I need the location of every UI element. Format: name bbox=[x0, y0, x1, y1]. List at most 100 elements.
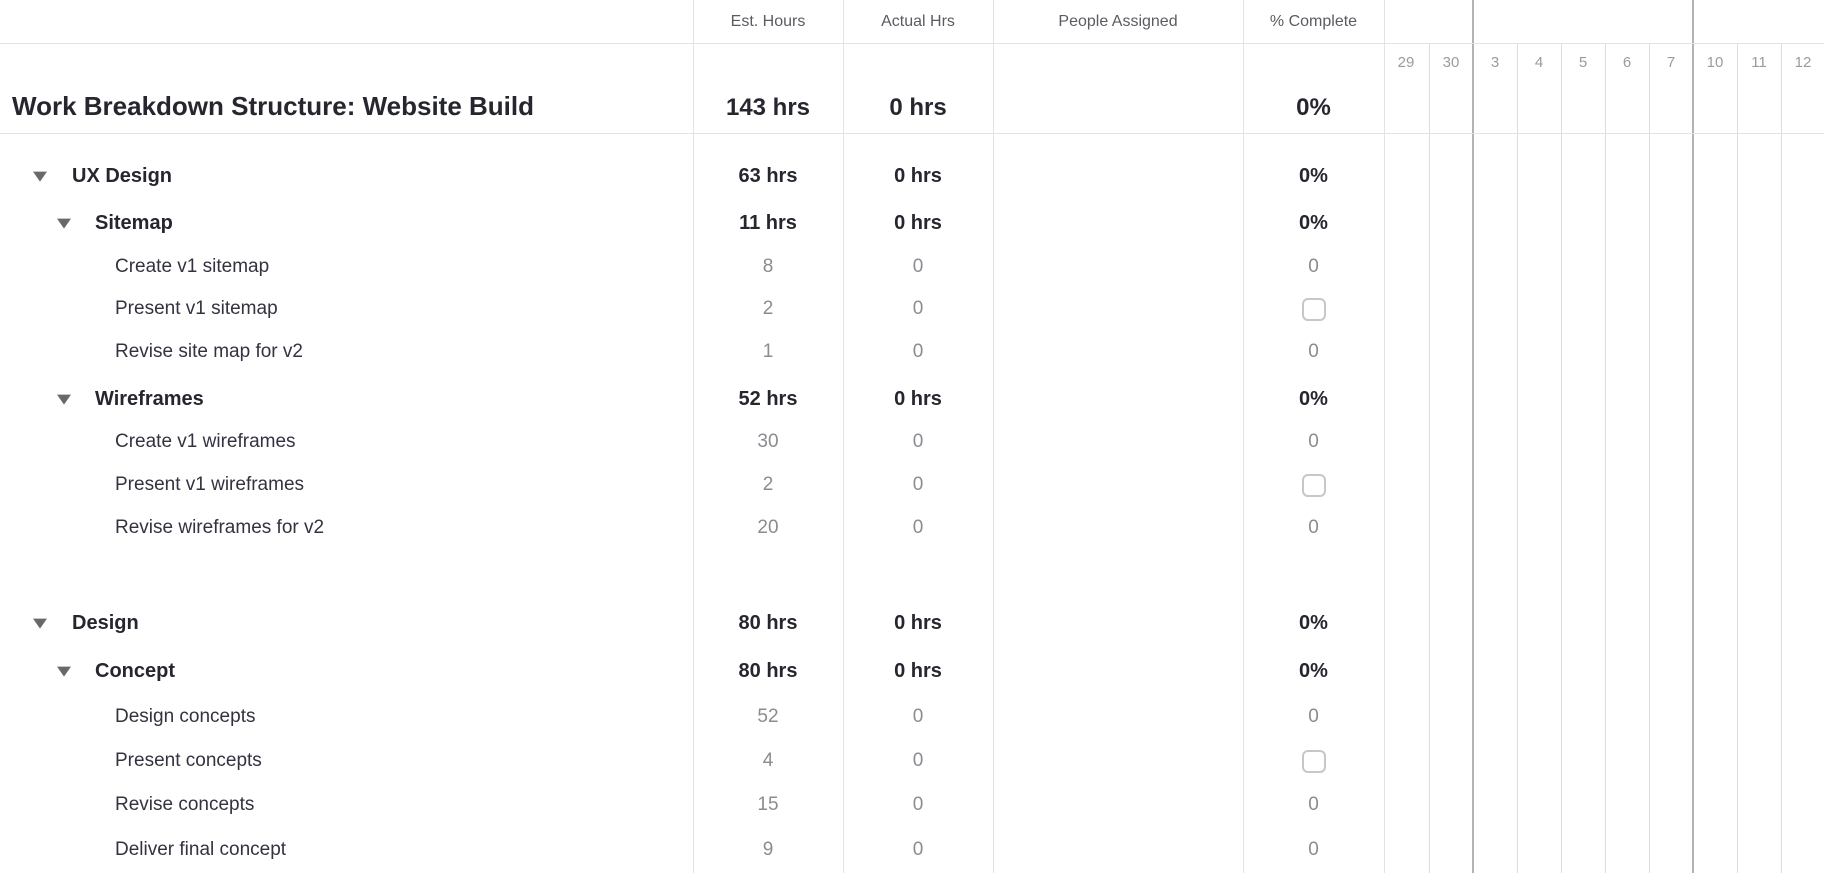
task-name: Concept bbox=[95, 659, 175, 682]
people-assigned-cell[interactable] bbox=[993, 201, 1243, 245]
actual-hrs-cell[interactable]: 0 bbox=[912, 517, 924, 538]
actual-hrs-cell[interactable]: 0 hrs bbox=[894, 164, 942, 187]
pct-complete-cell[interactable]: 0 bbox=[1308, 838, 1319, 860]
pct-complete-cell[interactable]: 0 bbox=[1308, 794, 1319, 815]
actual-hrs-cell[interactable]: 0 bbox=[912, 794, 924, 815]
actual-hrs-cell[interactable]: 0 bbox=[912, 341, 924, 362]
column-header-est-hours[interactable]: Est. Hours bbox=[730, 12, 806, 30]
actual-hrs-cell[interactable]: 0 hrs bbox=[894, 611, 942, 634]
pct-complete-cell[interactable]: 0% bbox=[1299, 211, 1328, 234]
people-assigned-cell[interactable] bbox=[993, 695, 1243, 739]
pct-complete-cell[interactable]: 0 bbox=[1308, 256, 1319, 277]
pct-complete-cell[interactable]: 0 bbox=[1308, 517, 1319, 538]
collapse-triangle-icon[interactable] bbox=[33, 171, 47, 182]
actual-hrs-cell[interactable]: 0 bbox=[912, 838, 924, 860]
est-hours-cell[interactable]: 4 bbox=[762, 750, 774, 771]
task-name-cell[interactable]: Revise concepts bbox=[0, 783, 693, 827]
pct-complete-cell[interactable] bbox=[1243, 287, 1384, 331]
est-hours-cell[interactable]: 20 bbox=[757, 517, 779, 538]
collapse-triangle-icon[interactable] bbox=[57, 394, 71, 405]
task-name-cell[interactable]: Deliver final concept bbox=[0, 826, 693, 873]
est-hours-cell[interactable]: 15 bbox=[757, 794, 779, 815]
people-assigned-cell[interactable] bbox=[993, 783, 1243, 827]
task-name-cell[interactable]: Create v1 sitemap bbox=[0, 245, 693, 289]
column-header-people-assigned[interactable]: People Assigned bbox=[1058, 12, 1178, 30]
task-name-cell[interactable]: Revise site map for v2 bbox=[0, 330, 693, 374]
task-name-cell[interactable]: Present v1 sitemap bbox=[0, 287, 693, 331]
task-name-cell[interactable]: Present v1 wireframes bbox=[0, 463, 693, 507]
task-name-cell[interactable]: Create v1 wireframes bbox=[0, 420, 693, 464]
header-border bbox=[0, 43, 1824, 44]
people-assigned-cell[interactable] bbox=[993, 154, 1243, 198]
task-name-cell[interactable]: Present concepts bbox=[0, 739, 693, 783]
complete-checkbox[interactable] bbox=[1301, 749, 1326, 773]
column-header-actual-hrs[interactable]: Actual Hrs bbox=[881, 12, 955, 30]
table-row: Create v1 wireframes 30 0 0 bbox=[0, 420, 1824, 464]
task-name-cell[interactable]: Revise wireframes for v2 bbox=[0, 506, 693, 550]
est-hours-cell[interactable]: 52 bbox=[757, 706, 779, 727]
people-assigned-cell[interactable] bbox=[993, 287, 1243, 331]
people-assigned-cell[interactable] bbox=[993, 330, 1243, 374]
est-hours-cell[interactable]: 52 hrs bbox=[738, 387, 798, 410]
people-assigned-cell[interactable] bbox=[993, 245, 1243, 289]
pct-complete-cell[interactable] bbox=[1243, 463, 1384, 507]
people-assigned-cell[interactable] bbox=[993, 463, 1243, 507]
pct-complete-cell[interactable]: 0 bbox=[1308, 706, 1319, 727]
collapse-triangle-icon[interactable] bbox=[57, 218, 71, 229]
task-name-cell[interactable]: Concept bbox=[0, 649, 693, 693]
est-hours-cell[interactable]: 11 hrs bbox=[739, 211, 797, 234]
pct-complete-cell[interactable]: 0 bbox=[1308, 431, 1319, 452]
est-hours-cell[interactable]: 8 bbox=[762, 256, 774, 277]
actual-hrs-cell[interactable]: 0 bbox=[912, 298, 924, 319]
people-assigned-cell[interactable] bbox=[993, 44, 1243, 133]
pct-complete-cell[interactable]: 0% bbox=[1299, 387, 1328, 410]
people-assigned-cell[interactable] bbox=[993, 649, 1243, 693]
actual-hrs-cell[interactable]: 0 hrs bbox=[894, 387, 942, 410]
actual-hrs-cell[interactable]: 0 hrs bbox=[889, 94, 947, 121]
column-header-pct-complete[interactable]: % Complete bbox=[1269, 12, 1358, 30]
task-name-cell[interactable]: Design concepts bbox=[0, 695, 693, 739]
est-hours-cell[interactable]: 63 hrs bbox=[738, 164, 798, 187]
people-assigned-cell[interactable] bbox=[993, 420, 1243, 464]
pct-complete-cell[interactable]: 0% bbox=[1299, 659, 1328, 682]
actual-hrs-cell[interactable]: 0 hrs bbox=[894, 211, 942, 234]
est-hours-cell[interactable]: 30 bbox=[757, 431, 779, 452]
est-hours-cell[interactable]: 80 hrs bbox=[738, 611, 798, 634]
actual-hrs-cell[interactable]: 0 bbox=[912, 431, 924, 452]
actual-hrs-cell[interactable]: 0 bbox=[912, 256, 924, 277]
pct-complete-cell[interactable]: 0% bbox=[1299, 611, 1328, 634]
task-name-cell[interactable]: Sitemap bbox=[0, 201, 693, 245]
collapse-triangle-icon[interactable] bbox=[57, 666, 71, 677]
collapse-triangle-icon[interactable] bbox=[33, 618, 47, 629]
people-assigned-cell[interactable] bbox=[993, 826, 1243, 873]
task-name: Work Breakdown Structure: Website Build bbox=[12, 91, 535, 121]
people-assigned-cell[interactable] bbox=[993, 377, 1243, 421]
est-hours-cell[interactable]: 2 bbox=[762, 474, 774, 495]
pct-complete-cell[interactable]: 0% bbox=[1299, 164, 1328, 187]
pct-complete-cell[interactable] bbox=[1243, 739, 1384, 783]
actual-hrs-cell[interactable]: 0 bbox=[912, 474, 924, 495]
people-assigned-cell[interactable] bbox=[993, 739, 1243, 783]
est-hours-cell[interactable]: 2 bbox=[762, 298, 774, 319]
task-name-cell[interactable]: Work Breakdown Structure: Website Build bbox=[0, 44, 693, 133]
actual-hrs-cell[interactable]: 0 hrs bbox=[894, 659, 942, 682]
pct-complete-cell[interactable]: 0% bbox=[1296, 94, 1331, 121]
est-hours-cell[interactable]: 1 bbox=[762, 341, 774, 362]
est-hours-cell[interactable]: 80 hrs bbox=[738, 659, 798, 682]
complete-checkbox[interactable] bbox=[1301, 473, 1326, 497]
est-hours-cell[interactable]: 143 hrs bbox=[725, 94, 811, 121]
task-name-cell[interactable]: Design bbox=[0, 601, 693, 645]
pct-complete-cell[interactable]: 0 bbox=[1308, 341, 1319, 362]
est-hours-cell[interactable]: 9 bbox=[762, 838, 774, 860]
actual-hrs-cell[interactable]: 0 bbox=[912, 706, 924, 727]
task-name: Create v1 wireframes bbox=[115, 431, 296, 452]
timeline-day-label: 30 bbox=[1442, 53, 1460, 71]
people-assigned-cell[interactable] bbox=[993, 506, 1243, 550]
actual-hrs-cell[interactable]: 0 bbox=[912, 750, 924, 771]
people-assigned-cell[interactable] bbox=[993, 601, 1243, 645]
task-name-cell[interactable]: UX Design bbox=[0, 154, 693, 198]
complete-checkbox[interactable] bbox=[1301, 297, 1326, 321]
task-name-cell[interactable]: Wireframes bbox=[0, 377, 693, 421]
table-row: Create v1 sitemap 8 0 0 bbox=[0, 245, 1824, 289]
day-grid-line bbox=[1429, 44, 1430, 873]
